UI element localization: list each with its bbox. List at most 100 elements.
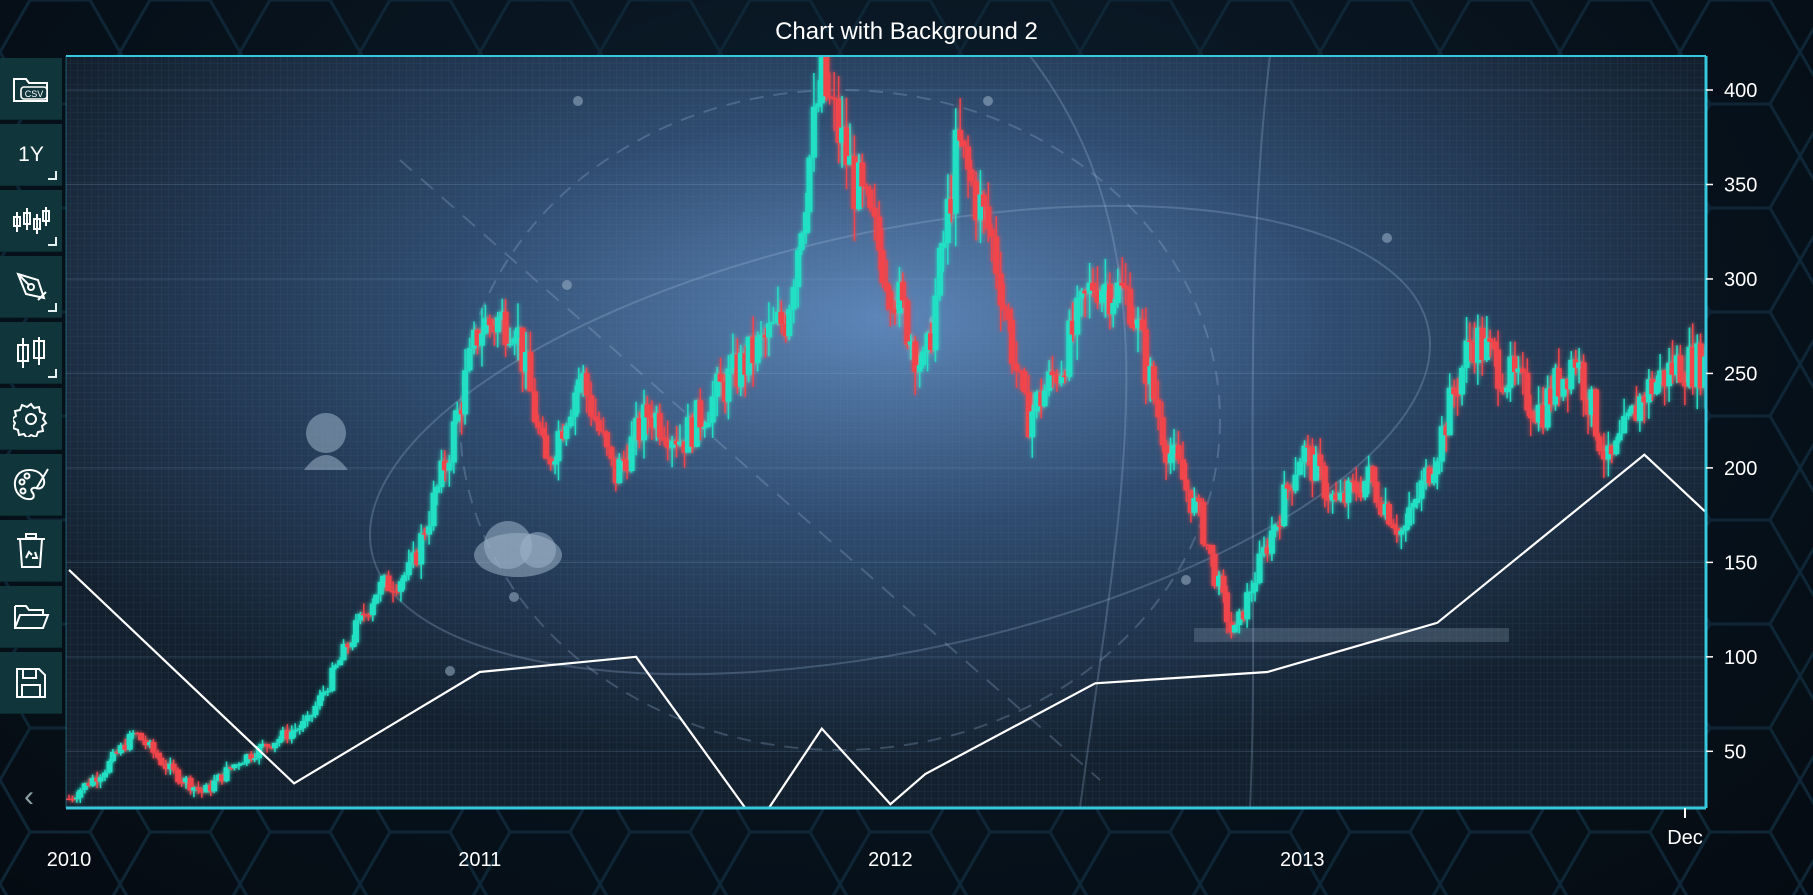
candle[interactable] [762,327,769,358]
candle[interactable] [527,331,534,392]
candle[interactable] [1628,404,1635,414]
candle[interactable] [1342,479,1349,508]
candle[interactable] [714,366,721,417]
candle[interactable] [235,762,242,770]
candle[interactable] [555,420,562,481]
candle[interactable] [458,401,465,435]
candle[interactable] [806,154,813,233]
candle[interactable] [782,314,789,343]
candle[interactable] [405,549,412,581]
candle[interactable] [312,701,319,718]
candle[interactable] [1078,287,1085,317]
candle[interactable] [684,403,691,453]
candle[interactable] [418,524,425,580]
candle[interactable] [433,484,440,506]
candle[interactable] [1216,571,1223,596]
candle[interactable] [482,304,489,335]
candle[interactable] [1159,401,1166,453]
candle[interactable] [907,334,914,360]
candle[interactable] [1466,322,1473,362]
candle[interactable] [754,331,761,372]
candle[interactable] [871,183,878,241]
candle[interactable] [279,726,286,742]
candle[interactable] [628,421,635,473]
candle[interactable] [1406,491,1413,530]
candle[interactable] [612,458,619,492]
candle[interactable] [535,414,542,435]
overlay-line-series[interactable] [68,453,1713,808]
candle[interactable] [1046,360,1053,397]
candle[interactable] [855,153,862,211]
candle[interactable] [1106,272,1113,330]
candle[interactable] [94,771,101,789]
candle[interactable] [1264,538,1271,562]
candle[interactable] [1491,337,1498,367]
candle[interactable] [1621,398,1628,434]
candle[interactable] [722,374,729,414]
candle[interactable] [1248,580,1255,602]
candle[interactable] [1572,349,1579,375]
candle[interactable] [920,346,927,369]
candle[interactable] [1261,536,1268,557]
candle[interactable] [653,405,660,441]
candle[interactable] [863,183,870,197]
candle[interactable] [633,401,640,456]
candle[interactable] [332,663,339,670]
candle[interactable] [1446,373,1453,436]
candle[interactable] [567,409,574,429]
candle[interactable] [826,72,833,105]
candle[interactable] [89,774,96,787]
candle[interactable] [1309,438,1316,498]
chart-type-button[interactable] [0,190,62,252]
candle[interactable] [924,331,931,372]
candle[interactable] [786,304,793,341]
candle[interactable] [997,251,1004,332]
candle[interactable] [1423,459,1430,490]
candle[interactable] [1515,356,1522,385]
candle[interactable] [778,300,785,334]
candle[interactable] [1588,386,1595,427]
candle[interactable] [689,413,696,453]
candle[interactable] [742,345,749,397]
candle[interactable] [1130,306,1137,331]
candle[interactable] [592,398,599,423]
candle[interactable] [1353,467,1360,502]
candle[interactable] [697,388,704,441]
candle[interactable] [462,349,469,425]
candle[interactable] [1378,496,1385,518]
candle[interactable] [1370,465,1377,487]
candle[interactable] [1613,436,1620,456]
candle[interactable] [1058,360,1065,387]
candle[interactable] [624,444,631,480]
candle[interactable] [1451,379,1458,408]
candle[interactable] [664,420,671,461]
candle[interactable] [543,422,550,459]
candle[interactable] [867,185,874,212]
candle[interactable] [1325,482,1332,513]
candle[interactable] [231,764,238,771]
candle[interactable] [1402,513,1409,542]
candle[interactable] [1200,498,1207,547]
candle[interactable] [450,410,457,474]
candle[interactable] [1463,316,1470,383]
candle[interactable] [932,278,939,362]
candle[interactable] [1183,463,1190,502]
candle[interactable] [977,170,984,244]
candle[interactable] [1122,263,1129,306]
candle[interactable] [1349,473,1356,492]
candle[interactable] [1487,329,1494,358]
candle[interactable] [117,742,124,756]
candle[interactable] [539,416,546,439]
candle[interactable] [944,174,951,265]
candle[interactable] [559,423,566,441]
candle[interactable] [681,441,688,468]
candle[interactable] [1228,612,1235,639]
candle[interactable] [1600,432,1607,478]
candle[interactable] [1669,340,1676,384]
candle[interactable] [284,724,291,744]
candle[interactable] [243,753,250,767]
candle[interactable] [547,456,554,471]
candle[interactable] [1147,357,1154,402]
candle[interactable] [1365,455,1372,494]
candle[interactable] [486,314,493,338]
